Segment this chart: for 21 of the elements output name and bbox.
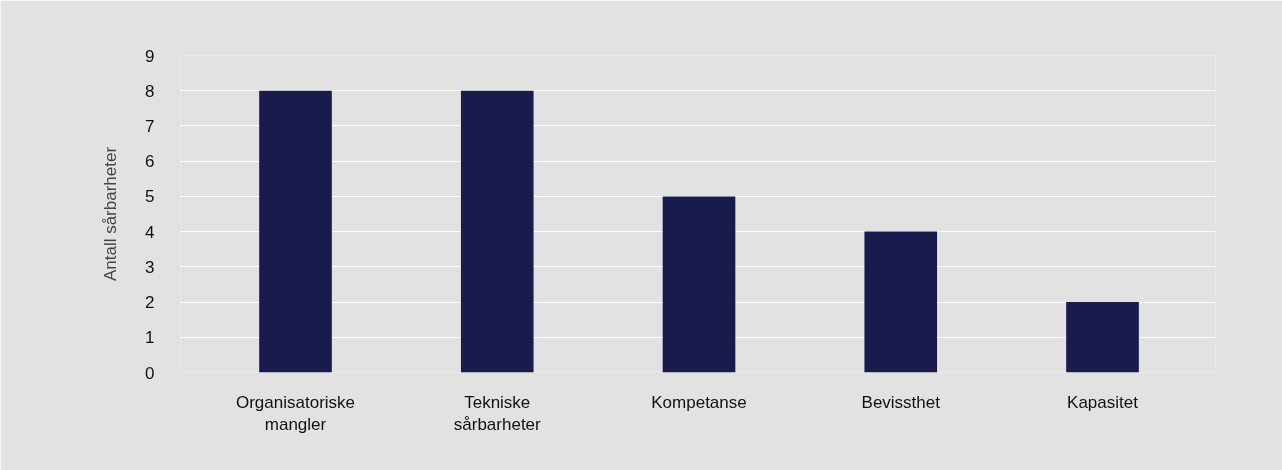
- x-tick-label: Kapasitet: [1067, 392, 1139, 412]
- x-tick-label: Bevissthet: [861, 392, 941, 412]
- y-tick-label: 6: [145, 152, 155, 172]
- y-tick-label: 7: [145, 116, 155, 136]
- y-tick-label: 9: [145, 46, 155, 66]
- bar: [1066, 302, 1139, 373]
- y-tick-label: 5: [145, 187, 155, 207]
- y-axis-title: Antall sårbarheter: [101, 146, 121, 282]
- y-tick-label: 1: [145, 328, 155, 348]
- x-tick-label: Organisatoriske mangler: [235, 392, 356, 435]
- y-tick-label: 8: [145, 81, 155, 101]
- x-tick-label: Tekniske sårbarheter: [453, 392, 542, 435]
- y-tick-label: 2: [145, 293, 155, 313]
- y-tick-label: 4: [145, 222, 155, 242]
- bar: [259, 90, 332, 373]
- bar: [460, 90, 534, 373]
- y-tick-label: 3: [145, 257, 155, 277]
- bar: [864, 231, 938, 373]
- bar: [662, 196, 736, 373]
- x-tick-label: Kompetanse: [651, 392, 747, 412]
- y-tick-label: 0: [145, 363, 155, 383]
